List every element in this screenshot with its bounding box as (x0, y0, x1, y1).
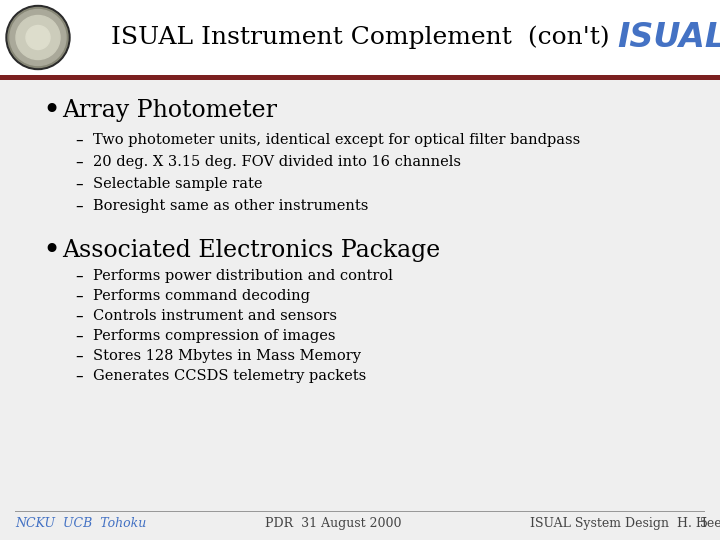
Bar (0, 75, 720, 80)
Text: –: – (75, 199, 83, 213)
Text: Generates CCSDS telemetry packets: Generates CCSDS telemetry packets (93, 369, 366, 383)
Text: –: – (75, 154, 83, 170)
Text: –: – (75, 132, 83, 147)
Text: Performs command decoding: Performs command decoding (93, 289, 310, 303)
Text: 20 deg. X 3.15 deg. FOV divided into 16 channels: 20 deg. X 3.15 deg. FOV divided into 16 … (93, 155, 461, 169)
Text: •: • (42, 235, 60, 265)
Text: Selectable sample rate: Selectable sample rate (93, 177, 263, 191)
Text: Stores 128 Mbytes in Mass Memory: Stores 128 Mbytes in Mass Memory (93, 349, 361, 363)
Circle shape (16, 16, 60, 59)
Bar (0, 0, 720, 75)
Text: –: – (75, 177, 83, 192)
Text: –: – (75, 368, 83, 383)
Text: Boresight same as other instruments: Boresight same as other instruments (93, 199, 369, 213)
Circle shape (6, 5, 70, 70)
Text: ISUAL Instrument Complement  (con't): ISUAL Instrument Complement (con't) (111, 26, 609, 49)
Text: –: – (75, 328, 83, 343)
Circle shape (10, 10, 66, 65)
Text: Associated Electronics Package: Associated Electronics Package (62, 239, 440, 261)
Text: •: • (42, 96, 60, 125)
Text: Two photometer units, identical except for optical filter bandpass: Two photometer units, identical except f… (93, 133, 580, 147)
Bar (15, 511, 705, 512)
Text: ISUAL: ISUAL (618, 21, 720, 54)
Text: Array Photometer: Array Photometer (62, 98, 277, 122)
Text: ISUAL System Design  H. Heetderks: ISUAL System Design H. Heetderks (530, 517, 720, 530)
Text: –: – (75, 288, 83, 303)
Text: 5: 5 (700, 517, 708, 530)
Text: –: – (75, 268, 83, 284)
Circle shape (26, 25, 50, 50)
Text: –: – (75, 348, 83, 363)
Circle shape (8, 8, 68, 68)
Text: Performs power distribution and control: Performs power distribution and control (93, 269, 393, 283)
Text: –: – (75, 308, 83, 323)
Text: Controls instrument and sensors: Controls instrument and sensors (93, 309, 337, 323)
Text: Performs compression of images: Performs compression of images (93, 329, 336, 343)
Text: PDR  31 August 2000: PDR 31 August 2000 (265, 517, 402, 530)
Text: NCKU  UCB  Tohoku: NCKU UCB Tohoku (15, 517, 146, 530)
